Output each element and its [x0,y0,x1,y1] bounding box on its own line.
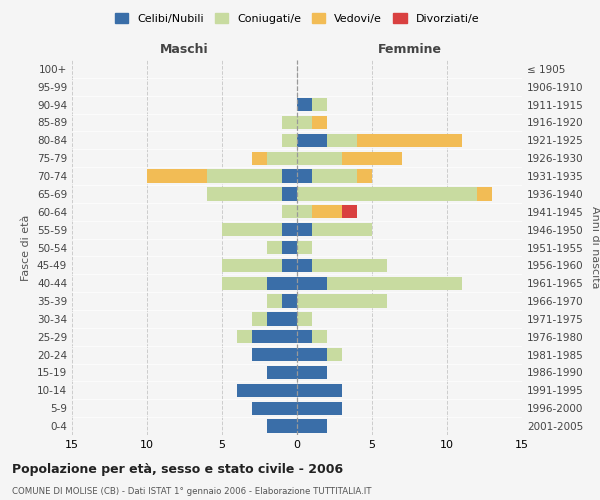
Bar [297,420,327,433]
Bar [297,116,312,129]
Y-axis label: Fasce di età: Fasce di età [22,214,31,280]
Bar [327,348,342,362]
Bar [147,170,207,183]
Bar [297,366,327,379]
Bar [297,152,342,165]
Bar [282,134,297,147]
Bar [297,312,312,326]
Bar [297,223,312,236]
Bar [312,223,372,236]
Text: Maschi: Maschi [160,44,209,57]
Bar [222,258,282,272]
Bar [312,258,387,272]
Bar [297,348,327,362]
Bar [297,205,312,218]
Bar [222,276,267,290]
Text: COMUNE DI MOLISE (CB) - Dati ISTAT 1° gennaio 2006 - Elaborazione TUTTITALIA.IT: COMUNE DI MOLISE (CB) - Dati ISTAT 1° ge… [12,488,371,496]
Bar [282,294,297,308]
Bar [267,276,297,290]
Bar [297,402,342,415]
Bar [297,98,312,112]
Bar [267,152,297,165]
Bar [327,276,462,290]
Text: Femmine: Femmine [377,44,442,57]
Bar [207,170,282,183]
Bar [282,205,297,218]
Bar [297,294,387,308]
Bar [282,223,297,236]
Bar [252,152,267,165]
Bar [312,98,327,112]
Bar [297,241,312,254]
Bar [237,330,252,344]
Bar [312,170,357,183]
Bar [252,402,297,415]
Legend: Celibi/Nubili, Coniugati/e, Vedovi/e, Divorziati/e: Celibi/Nubili, Coniugati/e, Vedovi/e, Di… [115,13,479,24]
Bar [297,187,477,200]
Bar [297,330,312,344]
Bar [342,152,402,165]
Bar [282,258,297,272]
Bar [267,366,297,379]
Bar [357,134,462,147]
Bar [222,223,282,236]
Bar [282,116,297,129]
Bar [267,420,297,433]
Bar [267,312,297,326]
Bar [282,241,297,254]
Bar [252,330,297,344]
Bar [342,205,357,218]
Bar [297,170,312,183]
Bar [312,116,327,129]
Bar [237,384,297,397]
Bar [267,241,282,254]
Bar [252,348,297,362]
Bar [267,294,282,308]
Bar [357,170,372,183]
Bar [477,187,492,200]
Bar [312,330,327,344]
Bar [297,134,327,147]
Bar [297,384,342,397]
Bar [327,134,357,147]
Bar [207,187,282,200]
Bar [312,205,342,218]
Bar [252,312,267,326]
Bar [282,187,297,200]
Text: Popolazione per età, sesso e stato civile - 2006: Popolazione per età, sesso e stato civil… [12,462,343,475]
Bar [282,170,297,183]
Bar [297,258,312,272]
Bar [297,276,327,290]
Y-axis label: Anni di nascita: Anni di nascita [590,206,600,289]
